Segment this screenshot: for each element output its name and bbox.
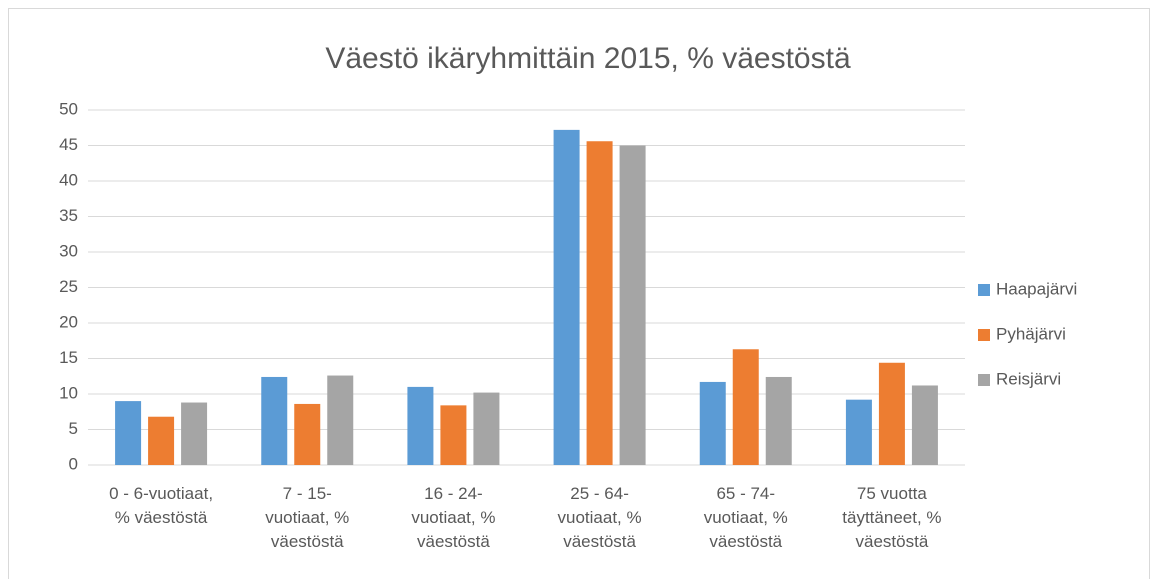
bar bbox=[765, 376, 792, 465]
legend-label: Pyhäjärvi bbox=[996, 324, 1066, 343]
bar bbox=[911, 385, 938, 465]
x-tick-label: 7 - 15- vuotiaat, % väestöstä bbox=[265, 484, 350, 551]
y-tick-label: 20 bbox=[59, 312, 78, 331]
x-tick-label: 16 - 24- vuotiaat, % väestöstä bbox=[411, 484, 496, 551]
legend-label: Haapajärvi bbox=[996, 279, 1077, 298]
y-tick-label: 0 bbox=[69, 454, 78, 473]
legend-swatch bbox=[978, 329, 990, 341]
legend-swatch bbox=[978, 374, 990, 386]
y-tick-label: 25 bbox=[59, 277, 78, 296]
bar bbox=[181, 402, 208, 465]
bar bbox=[586, 141, 613, 466]
y-tick-label: 45 bbox=[59, 135, 78, 154]
bar bbox=[553, 129, 580, 465]
y-tick-label: 10 bbox=[59, 383, 78, 402]
chart-title: Väestö ikäryhmittäin 2015, % väestöstä bbox=[325, 42, 851, 75]
y-tick-label: 40 bbox=[59, 170, 78, 189]
bar bbox=[878, 362, 905, 465]
x-tick-label: 75 vuotta täyttäneet, % väestöstä bbox=[842, 484, 942, 551]
x-tick-label: 0 - 6-vuotiaat, % väestöstä bbox=[109, 484, 214, 527]
bar bbox=[473, 392, 500, 465]
y-tick-label: 50 bbox=[59, 99, 78, 118]
bar bbox=[440, 405, 467, 465]
bar bbox=[845, 399, 872, 465]
bar bbox=[327, 375, 354, 465]
y-tick-label: 15 bbox=[59, 348, 78, 367]
x-tick-label: 25 - 64- vuotiaat, % väestöstä bbox=[557, 484, 642, 551]
legend-swatch bbox=[978, 284, 990, 296]
bar bbox=[148, 416, 175, 465]
bar bbox=[699, 381, 726, 465]
legend-label: Reisjärvi bbox=[996, 369, 1061, 388]
bar bbox=[407, 386, 434, 465]
bar bbox=[619, 145, 646, 465]
y-tick-label: 30 bbox=[59, 241, 78, 260]
x-tick-label: 65 - 74- vuotiaat, % väestöstä bbox=[703, 484, 788, 551]
bar bbox=[732, 349, 759, 465]
bar bbox=[261, 376, 288, 465]
y-tick-label: 35 bbox=[59, 206, 78, 225]
bar bbox=[294, 403, 321, 465]
y-tick-label: 5 bbox=[69, 419, 78, 438]
bar bbox=[115, 401, 142, 465]
